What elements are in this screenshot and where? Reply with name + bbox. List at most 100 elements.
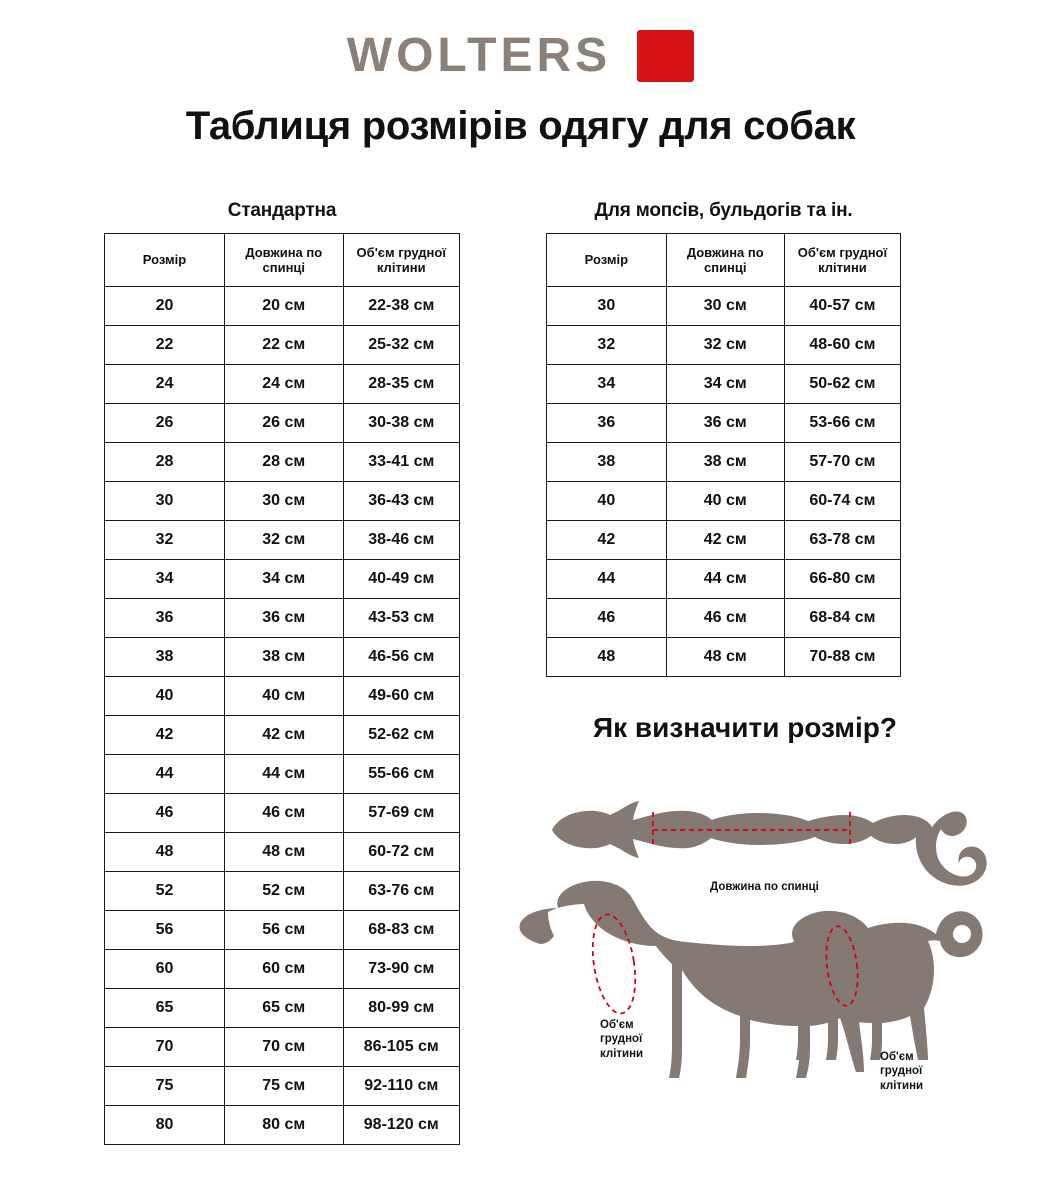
cell-size: 20 <box>104 286 225 326</box>
cell-back-length: 60 см <box>223 949 344 989</box>
table-row: 42 42 см 63-78 см <box>546 520 902 560</box>
cell-size: 34 <box>104 559 225 599</box>
cell-back-length: 42 см <box>223 715 344 755</box>
cell-chest: 40-49 см <box>342 559 461 599</box>
cell-back-length: 36 см <box>223 598 344 638</box>
cell-size: 80 <box>104 1105 225 1145</box>
cell-chest: 63-78 см <box>783 520 902 560</box>
cell-size: 40 <box>546 481 667 521</box>
table-header-row: Розмір Довжина по спинці Об'єм грудної к… <box>104 233 461 287</box>
cell-back-length: 22 см <box>223 325 344 365</box>
cell-size: 70 <box>104 1027 225 1067</box>
brachycephalic-table-body: 30 30 см 40-57 см 32 32 см 48-60 см 34 34 см 50-… <box>546 286 902 677</box>
cell-chest: 36-43 см <box>342 481 461 521</box>
table-row: 30 30 см 36-43 см <box>104 481 461 521</box>
table-row: 56 56 см 68-83 см <box>104 910 461 950</box>
table-row: 24 24 см 28-35 см <box>104 364 461 404</box>
page-title: Таблиця розмірів одягу для собак <box>185 104 856 148</box>
cell-back-length: 48 см <box>665 637 785 677</box>
cell-back-length: 52 см <box>223 871 344 911</box>
cell-back-length: 38 см <box>665 442 785 482</box>
cell-size: 48 <box>104 832 225 872</box>
table-row: 60 60 см 73-90 см <box>104 949 461 989</box>
cell-back-length: 28 см <box>223 442 344 482</box>
cell-back-length: 32 см <box>665 325 785 365</box>
table-row: 22 22 см 25-32 см <box>104 325 461 365</box>
table-row: 65 65 см 80-99 см <box>104 988 461 1028</box>
column-header-back-length: Довжина по спинці <box>223 233 344 287</box>
cell-chest: 28-35 см <box>342 364 461 404</box>
table-row: 36 36 см 53-66 см <box>546 403 902 443</box>
table-row: 48 48 см 70-88 см <box>546 637 902 677</box>
cell-back-length: 20 см <box>223 286 344 326</box>
cell-back-length: 42 см <box>665 520 785 560</box>
brand-red-square-icon <box>637 30 695 82</box>
cell-chest: 57-69 см <box>342 793 461 833</box>
cell-size: 56 <box>104 910 225 950</box>
cell-size: 22 <box>104 325 225 365</box>
cell-size: 30 <box>104 481 225 521</box>
cell-size: 60 <box>104 949 225 989</box>
chest-caption-pug: Об'єм грудної клітини <box>880 1051 924 1092</box>
cell-size: 36 <box>546 403 667 443</box>
table-row: 32 32 см 48-60 см <box>546 325 902 365</box>
chest-measure-ellipse-pug <box>825 925 859 1007</box>
standard-table-body: 20 20 см 22-38 см 22 22 см 25-32 см 24 24 см 28-… <box>104 286 461 1145</box>
table-row: 30 30 см 40-57 см <box>546 286 902 326</box>
cell-back-length: 30 см <box>665 286 785 326</box>
cell-back-length: 70 см <box>223 1027 344 1067</box>
cell-size: 34 <box>546 364 667 404</box>
back-length-caption: Довжина по спинці <box>710 881 819 893</box>
brachycephalic-table-caption: Для мопсів, бульдогів та ін. <box>594 200 853 221</box>
cell-size: 38 <box>546 442 667 482</box>
table-row: 48 48 см 60-72 см <box>104 832 461 872</box>
table-row: 52 52 см 63-76 см <box>104 871 461 911</box>
cell-chest: 80-99 см <box>342 988 461 1028</box>
dog-side-view-silhouette <box>519 880 869 1078</box>
cell-chest: 60-72 см <box>342 832 461 872</box>
table-row: 28 28 см 33-41 см <box>104 442 461 482</box>
measurement-illustrations <box>500 768 1000 1108</box>
table-row: 46 46 см 57-69 см <box>104 793 461 833</box>
cell-size: 46 <box>546 598 667 638</box>
cell-chest: 68-84 см <box>783 598 902 638</box>
cell-size: 44 <box>546 559 667 599</box>
cell-size: 65 <box>104 988 225 1028</box>
cell-size: 30 <box>546 286 667 326</box>
column-header-size: Розмір <box>546 233 667 287</box>
cell-back-length: 34 см <box>665 364 785 404</box>
table-row: 34 34 см 40-49 см <box>104 559 461 599</box>
table-header-row: Розмір Довжина по спинці Об'єм грудної к… <box>546 233 902 287</box>
cell-back-length: 44 см <box>665 559 785 599</box>
cell-chest: 60-74 см <box>783 481 902 521</box>
cell-back-length: 38 см <box>223 637 344 677</box>
cell-back-length: 56 см <box>223 910 344 950</box>
cell-size: 42 <box>546 520 667 560</box>
cell-back-length: 80 см <box>223 1105 344 1145</box>
cell-chest: 63-76 см <box>342 871 461 911</box>
cell-size: 38 <box>104 637 225 677</box>
table-row: 40 40 см 49-60 см <box>104 676 461 716</box>
cell-back-length: 36 см <box>665 403 785 443</box>
cell-size: 44 <box>104 754 225 794</box>
column-header-chest: Об'єм грудної клітини <box>783 233 902 287</box>
cell-chest: 52-62 см <box>342 715 461 755</box>
cell-back-length: 24 см <box>223 364 344 404</box>
cell-size: 32 <box>546 325 667 365</box>
table-row: 46 46 см 68-84 см <box>546 598 902 638</box>
cell-size: 40 <box>104 676 225 716</box>
cell-back-length: 40 см <box>223 676 344 716</box>
cell-back-length: 26 см <box>223 403 344 443</box>
howto-section-title: Як визначити розмір? <box>593 712 897 743</box>
cell-chest: 43-53 см <box>342 598 461 638</box>
table-row: 36 36 см 43-53 см <box>104 598 461 638</box>
column-header-back-length: Довжина по спинці <box>665 233 785 287</box>
table-row: 80 80 см 98-120 см <box>104 1105 461 1145</box>
table-row: 34 34 см 50-62 см <box>546 364 902 404</box>
cell-size: 36 <box>104 598 225 638</box>
cell-back-length: 46 см <box>665 598 785 638</box>
cell-chest: 68-83 см <box>342 910 461 950</box>
cell-size: 48 <box>546 637 667 677</box>
cell-back-length: 34 см <box>223 559 344 599</box>
cell-chest: 92-110 см <box>342 1066 461 1106</box>
